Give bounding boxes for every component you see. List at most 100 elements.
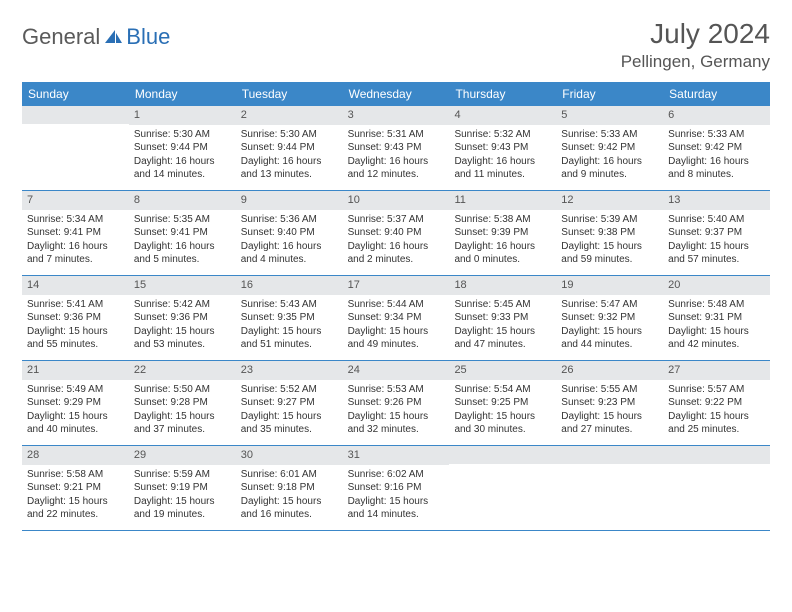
day-info-line: Sunset: 9:34 PM [348,311,445,325]
day-info-line: Sunrise: 6:01 AM [241,468,338,482]
day-info-line: Daylight: 16 hours [454,240,551,254]
day-number: 10 [343,191,450,210]
day-number: 5 [556,106,663,125]
day-info-line: Sunrise: 5:32 AM [454,128,551,142]
day-cell: 15Sunrise: 5:42 AMSunset: 9:36 PMDayligh… [129,276,236,360]
day-body: Sunrise: 5:32 AMSunset: 9:43 PMDaylight:… [449,125,556,187]
calendar-grid: Sunday Monday Tuesday Wednesday Thursday… [22,82,770,531]
day-info-line: Sunset: 9:21 PM [27,481,124,495]
day-info-line: and 14 minutes. [134,168,231,182]
day-info-line: and 16 minutes. [241,508,338,522]
day-info-line: and 2 minutes. [348,253,445,267]
day-info-line: Sunrise: 5:42 AM [134,298,231,312]
day-cell: 8Sunrise: 5:35 AMSunset: 9:41 PMDaylight… [129,191,236,275]
day-info-line: Sunrise: 5:37 AM [348,213,445,227]
day-cell: 28Sunrise: 5:58 AMSunset: 9:21 PMDayligh… [22,446,129,530]
day-cell: 31Sunrise: 6:02 AMSunset: 9:16 PMDayligh… [343,446,450,530]
day-info-line: Daylight: 16 hours [27,240,124,254]
day-number [556,446,663,464]
day-body: Sunrise: 5:53 AMSunset: 9:26 PMDaylight:… [343,380,450,442]
day-cell: 10Sunrise: 5:37 AMSunset: 9:40 PMDayligh… [343,191,450,275]
day-body: Sunrise: 5:42 AMSunset: 9:36 PMDaylight:… [129,295,236,357]
day-info-line: Daylight: 15 hours [668,325,765,339]
day-info-line: Daylight: 15 hours [348,495,445,509]
day-body [22,124,129,132]
day-body: Sunrise: 5:30 AMSunset: 9:44 PMDaylight:… [129,125,236,187]
day-number: 24 [343,361,450,380]
day-info-line: Daylight: 16 hours [348,240,445,254]
day-info-line: Daylight: 16 hours [241,155,338,169]
weekday-header: Monday [129,82,236,106]
day-info-line: Daylight: 15 hours [134,325,231,339]
day-info-line: Daylight: 15 hours [348,325,445,339]
day-info-line: Daylight: 15 hours [454,410,551,424]
day-number: 26 [556,361,663,380]
day-info-line: Sunrise: 5:57 AM [668,383,765,397]
page-header: General Blue July 2024 Pellingen, German… [22,18,770,72]
day-info-line: Sunset: 9:41 PM [27,226,124,240]
day-number: 8 [129,191,236,210]
day-body: Sunrise: 5:31 AMSunset: 9:43 PMDaylight:… [343,125,450,187]
day-number: 9 [236,191,343,210]
day-cell [663,446,770,530]
day-body: Sunrise: 5:37 AMSunset: 9:40 PMDaylight:… [343,210,450,272]
day-body: Sunrise: 5:57 AMSunset: 9:22 PMDaylight:… [663,380,770,442]
day-info-line: Sunrise: 5:30 AM [134,128,231,142]
day-info-line: Daylight: 15 hours [561,410,658,424]
day-info-line: Sunrise: 5:39 AM [561,213,658,227]
day-number: 30 [236,446,343,465]
day-body: Sunrise: 5:44 AMSunset: 9:34 PMDaylight:… [343,295,450,357]
day-info-line: and 32 minutes. [348,423,445,437]
day-body: Sunrise: 6:01 AMSunset: 9:18 PMDaylight:… [236,465,343,527]
day-info-line: and 25 minutes. [668,423,765,437]
day-info-line: Sunrise: 5:33 AM [561,128,658,142]
day-info-line: Daylight: 15 hours [134,495,231,509]
logo: General Blue [22,18,170,50]
day-info-line: Sunset: 9:36 PM [27,311,124,325]
day-info-line: and 5 minutes. [134,253,231,267]
location-label: Pellingen, Germany [621,52,770,72]
day-info-line: Sunset: 9:23 PM [561,396,658,410]
day-number: 17 [343,276,450,295]
day-number: 12 [556,191,663,210]
day-info-line: Daylight: 16 hours [454,155,551,169]
day-number: 4 [449,106,556,125]
day-info-line: Sunset: 9:25 PM [454,396,551,410]
day-cell: 9Sunrise: 5:36 AMSunset: 9:40 PMDaylight… [236,191,343,275]
day-cell: 18Sunrise: 5:45 AMSunset: 9:33 PMDayligh… [449,276,556,360]
day-info-line: Daylight: 15 hours [241,325,338,339]
day-cell [449,446,556,530]
day-info-line: and 44 minutes. [561,338,658,352]
day-info-line: Sunset: 9:27 PM [241,396,338,410]
day-info-line: Sunrise: 5:31 AM [348,128,445,142]
day-body: Sunrise: 5:39 AMSunset: 9:38 PMDaylight:… [556,210,663,272]
day-number [22,106,129,124]
day-body: Sunrise: 5:38 AMSunset: 9:39 PMDaylight:… [449,210,556,272]
day-info-line: and 35 minutes. [241,423,338,437]
day-info-line: Daylight: 16 hours [134,155,231,169]
day-info-line: Sunset: 9:44 PM [134,141,231,155]
day-info-line: Daylight: 15 hours [668,240,765,254]
day-cell: 27Sunrise: 5:57 AMSunset: 9:22 PMDayligh… [663,361,770,445]
week-row: 1Sunrise: 5:30 AMSunset: 9:44 PMDaylight… [22,106,770,191]
day-number: 18 [449,276,556,295]
day-info-line: and 55 minutes. [27,338,124,352]
day-body: Sunrise: 5:59 AMSunset: 9:19 PMDaylight:… [129,465,236,527]
day-info-line: and 27 minutes. [561,423,658,437]
day-cell: 22Sunrise: 5:50 AMSunset: 9:28 PMDayligh… [129,361,236,445]
logo-sail-icon [102,28,124,46]
day-info-line: Sunrise: 5:50 AM [134,383,231,397]
day-info-line: Sunset: 9:31 PM [668,311,765,325]
day-info-line: Sunrise: 5:40 AM [668,213,765,227]
logo-text-blue: Blue [126,24,170,50]
day-info-line: Sunset: 9:35 PM [241,311,338,325]
day-info-line: Sunrise: 5:43 AM [241,298,338,312]
weekday-header: Sunday [22,82,129,106]
day-info-line: Sunrise: 5:34 AM [27,213,124,227]
day-number: 28 [22,446,129,465]
day-info-line: and 40 minutes. [27,423,124,437]
day-info-line: and 59 minutes. [561,253,658,267]
day-info-line: Daylight: 15 hours [27,325,124,339]
day-info-line: Sunset: 9:39 PM [454,226,551,240]
weekday-header: Wednesday [343,82,450,106]
